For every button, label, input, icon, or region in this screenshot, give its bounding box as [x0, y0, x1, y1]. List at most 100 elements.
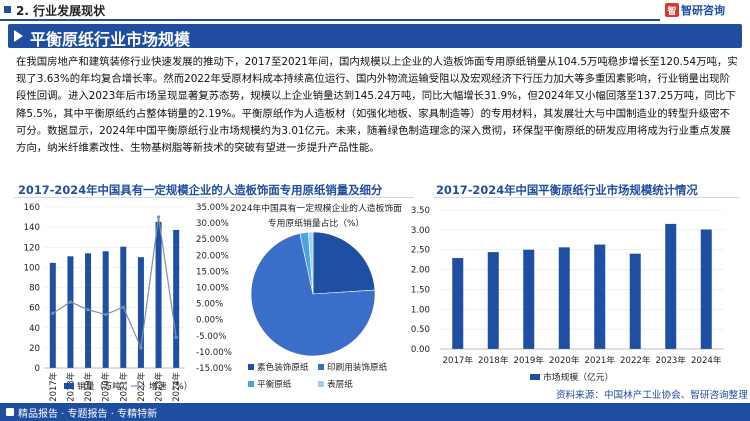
bar: [700, 229, 712, 349]
play-triangle-icon: [14, 30, 23, 42]
pie-legend-label: 印刷用装饰原纸: [327, 361, 388, 373]
right-chart-title: 2017-2024年中国平衡原纸行业市场规模统计情况: [436, 183, 698, 197]
y-tick-label: 2.50: [411, 246, 430, 256]
left-chart-rule: [14, 197, 414, 198]
brand-logo: 智 智研咨询: [665, 2, 725, 18]
y2-tick-label: 15.00%: [196, 267, 229, 277]
pie-slice: [307, 231, 314, 295]
top-bar: 2. 行业发展现状: [0, 0, 750, 21]
pie-title-line1: 2024年中国具有一定规模企业的人造板饰面: [230, 202, 402, 214]
pie-legend-swatch: [248, 364, 254, 370]
growth-line: [52, 216, 177, 350]
footer-bar: 精品报告 · 专题报告 · 专精特新: [0, 403, 750, 421]
y-tick-label: 3.50: [411, 206, 430, 216]
bar: [49, 262, 56, 368]
section-marker: [4, 6, 11, 13]
legend-swatch-bar: [64, 383, 74, 389]
bar: [137, 257, 144, 368]
growth-point: [156, 215, 161, 219]
legend-label-bar: 销量（万吨）: [77, 380, 130, 392]
pie-legend-swatch: [318, 364, 324, 370]
bar: [523, 249, 535, 349]
pie-legend-swatch: [248, 381, 254, 387]
growth-point: [121, 305, 125, 309]
pie-legend-label: 素色装饰原纸: [257, 361, 309, 373]
y2-tick-label: 0.00%: [196, 316, 223, 326]
legend-label-bar: 市场规模（亿元）: [543, 371, 613, 383]
y-tick-label: 0.50: [411, 325, 430, 335]
legend-label-line: 增速（%）: [149, 380, 193, 392]
source-note: 资料来源：中国林产工业协会、智研咨询整理: [556, 390, 748, 401]
y-tick-label: 3.00: [411, 226, 430, 236]
page-title: 平衡原纸行业市场规模: [30, 30, 191, 49]
footer-text: 精品报告 · 专题报告 · 专精特新: [18, 409, 158, 420]
left-chart-title: 2017-2024年中国具有一定规模企业的人造板饰面专用原纸销量及细分: [18, 183, 383, 197]
y-tick-label: 60: [29, 304, 40, 314]
x-tick-label: 2021年: [585, 354, 616, 366]
growth-point: [51, 311, 55, 315]
y2-tick-label: -15.00%: [196, 364, 232, 374]
bar: [452, 258, 464, 349]
x-tick-label: 2017年: [48, 372, 58, 402]
growth-point: [104, 312, 108, 317]
x-tick-label: 2020年: [101, 372, 111, 402]
logo-mark-icon: 智: [665, 3, 679, 17]
y-tick-label: 0.00: [411, 345, 430, 355]
y-tick-label: 1.00: [411, 305, 430, 315]
y2-tick-label: 20.00%: [196, 251, 229, 261]
growth-point: [139, 346, 143, 350]
x-tick-label: 2023年: [154, 372, 164, 402]
report-icon: [6, 408, 14, 416]
y-tick-label: 80: [29, 284, 40, 294]
growth-point: [174, 335, 178, 340]
y-tick-label: 160: [24, 203, 40, 213]
intro-paragraph: 在我国房地产和建筑装修行业快速发展的推动下，2017至2021年间，国内规模以上…: [16, 56, 738, 155]
y-tick-label: 100: [24, 263, 40, 273]
x-tick-label: 2019年: [514, 354, 545, 366]
bar: [102, 251, 109, 368]
pie-legend-label: 表层纸: [327, 378, 353, 390]
x-tick-label: 2021年: [118, 372, 128, 402]
logo-name: 智研咨询: [681, 4, 725, 17]
right-chart-rule: [434, 197, 740, 198]
bar: [665, 223, 677, 349]
y-tick-label: 2.00: [411, 266, 430, 276]
pie-slice: [250, 233, 376, 357]
y-tick-label: 40: [29, 324, 40, 334]
section-heading: 2. 行业发展现状: [16, 4, 106, 18]
pie-legend-swatch: [318, 381, 324, 387]
legend-swatch-bar: [530, 374, 540, 380]
x-tick-label: 2024年: [171, 372, 181, 402]
bar: [629, 253, 641, 349]
y-tick-label: 1.50: [411, 285, 430, 295]
x-tick-label: 2022年: [620, 354, 651, 366]
bar: [155, 221, 162, 368]
x-tick-label: 2018年: [478, 354, 509, 366]
growth-point: [86, 308, 90, 312]
pie-slice: [312, 231, 376, 295]
x-tick-label: 2020年: [549, 354, 580, 366]
bar: [487, 252, 499, 349]
y2-tick-label: 25.00%: [196, 235, 229, 245]
y2-tick-label: 10.00%: [196, 284, 229, 294]
y-tick-label: 120: [24, 243, 40, 253]
bar: [67, 256, 74, 368]
y2-tick-label: 30.00%: [196, 219, 229, 229]
bar: [594, 244, 606, 349]
pie-title-line2: 专用原纸销量占比（%）: [268, 217, 364, 229]
x-tick-label: 2019年: [83, 372, 93, 402]
pie-legend-label: 平衡原纸: [257, 378, 292, 390]
y-tick-label: 20: [29, 344, 40, 354]
y-tick-label: 140: [24, 223, 40, 233]
y2-tick-label: -10.00%: [196, 348, 232, 358]
y2-tick-label: 5.00%: [196, 300, 223, 310]
x-tick-label: 2022年: [136, 372, 146, 402]
x-tick-label: 2023年: [656, 354, 687, 366]
growth-point: [68, 300, 73, 304]
y2-tick-label: -5.00%: [196, 332, 226, 342]
y-tick-label: 0: [35, 364, 40, 374]
x-tick-label: 2017年: [443, 354, 474, 366]
x-tick-label: 2024年: [691, 354, 722, 366]
bar: [173, 229, 180, 368]
